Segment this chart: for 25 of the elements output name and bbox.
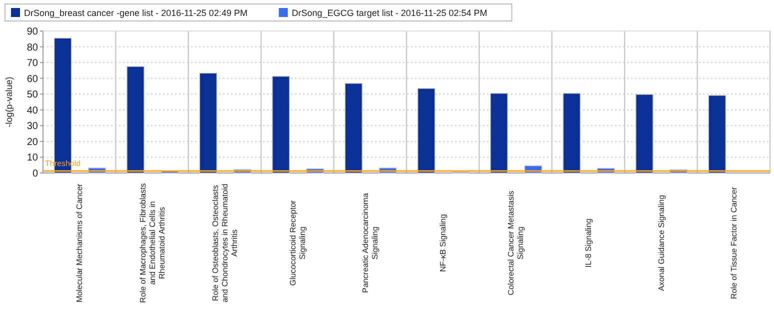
- y-tick-label: 80: [26, 42, 38, 54]
- x-tick-label: Role of Osteoblasts, Osteoclasts and Chondrocytes in Rheumatoid Arthritis: [211, 184, 240, 302]
- legend-label: DrSong_EGCG target list - 2016-11-25 02:54 PM: [292, 8, 488, 18]
- x-tick-label: Role of Macrophages, Fibroblasts and Endothelial Cells in Rheumatoid Arthritis: [138, 183, 166, 303]
- y-tick-label: 60: [26, 74, 38, 85]
- y-tick-label: 90: [26, 26, 38, 38]
- x-tick-label: Colorectal Cancer Metastasis Signaling: [506, 190, 526, 296]
- y-tick-label: 50: [26, 90, 38, 101]
- bar: [126, 66, 144, 174]
- y-axis-title: -log(p-value): [4, 76, 14, 128]
- x-tick-label: Pancreatic Adenocarcinoma Signaling: [361, 192, 380, 293]
- y-tick-label: 40: [26, 105, 38, 116]
- y-tick-label: 30: [26, 121, 38, 132]
- y-tick-label: 70: [26, 58, 38, 70]
- x-tick-label: IL-8 Signaling: [584, 218, 594, 268]
- legend-label: DrSong_breast cancer -gene list - 2016-11-25 02:49 PM: [24, 8, 248, 18]
- x-tick-label: Glucocorticoid Receptor Signaling: [288, 200, 307, 286]
- x-tick-label: Axonal Guidance Signaling: [656, 194, 666, 292]
- bar: [562, 92, 581, 174]
- y-tick-label: 20: [26, 136, 38, 148]
- x-tick-label: Role of Tissue Factor in Cancer: [729, 186, 738, 300]
- y-tick-label: 0: [32, 168, 38, 180]
- y-tick-label: 10: [26, 152, 38, 164]
- x-tick-label: Molecular Mechanisms of Cancer: [75, 183, 84, 302]
- x-tick-label: NF-κB Signaling: [438, 214, 448, 272]
